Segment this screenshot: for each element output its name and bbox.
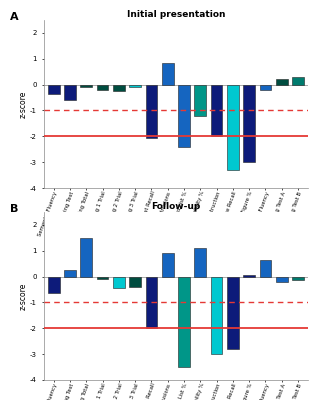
Title: Follow-up: Follow-up [151,202,200,211]
Y-axis label: z-score: z-score [18,90,27,118]
Bar [260,260,271,277]
Bar [211,85,222,136]
Bar [194,85,206,116]
Text: A: A [10,12,18,22]
Bar [97,85,108,90]
Bar [162,253,174,277]
Bar [211,277,222,354]
Bar [48,277,60,294]
Text: B: B [10,204,18,214]
Bar [113,277,125,288]
Bar [64,270,76,277]
Y-axis label: z-score: z-score [18,282,27,310]
Bar [162,63,174,85]
Bar [243,85,255,162]
Bar [292,277,304,280]
Bar [64,85,76,100]
Bar [243,275,255,277]
Bar [113,85,125,91]
Bar [178,85,190,147]
Bar [276,277,288,282]
Bar [80,85,92,87]
Bar [80,238,92,277]
Bar [276,80,288,85]
Bar [48,85,60,94]
Bar [129,85,141,87]
Bar [194,248,206,277]
Bar [227,85,239,170]
Bar [227,277,239,349]
Bar [146,277,157,328]
Bar [178,277,190,367]
Bar [292,77,304,85]
Title: Initial presentation: Initial presentation [127,10,225,19]
Bar [97,277,108,279]
Bar [129,277,141,287]
Bar [146,85,157,138]
Bar [260,85,271,90]
